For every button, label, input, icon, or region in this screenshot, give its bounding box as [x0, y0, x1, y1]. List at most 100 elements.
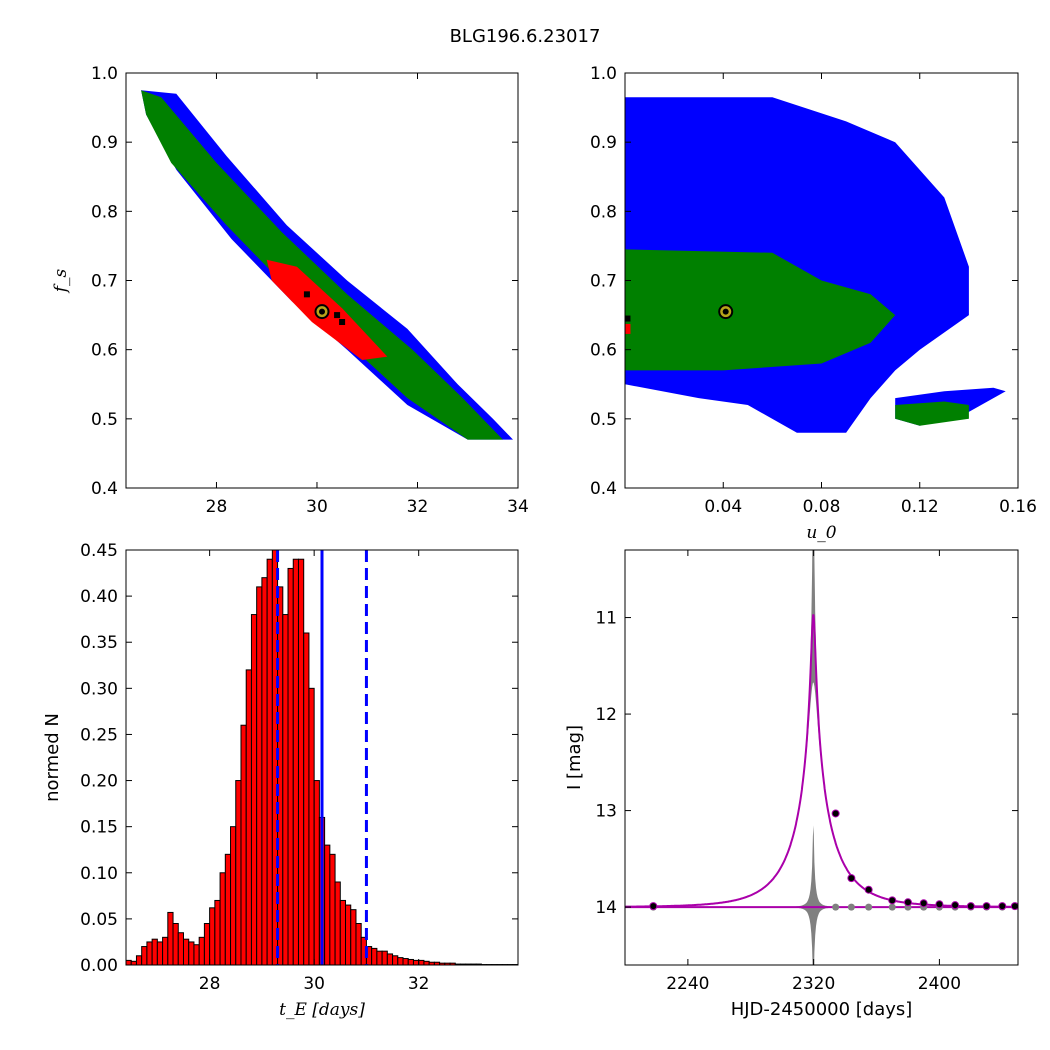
y-tick-label: 0.9 — [91, 133, 118, 153]
data-point — [919, 899, 928, 908]
histogram-bar — [219, 872, 226, 965]
y-tick-label: 0.6 — [91, 341, 118, 361]
histogram-bar — [412, 959, 420, 965]
histogram-body — [126, 550, 518, 965]
histogram-bar — [313, 780, 320, 965]
histogram-bar — [135, 955, 143, 965]
histogram-bar — [235, 780, 242, 965]
y-tick-label: 0.6 — [590, 341, 617, 361]
histogram-bar — [193, 944, 200, 965]
data-point — [903, 898, 912, 907]
x-tick-label: 0.16 — [999, 497, 1037, 517]
residual-point — [888, 903, 896, 911]
histogram-bar — [297, 558, 305, 965]
x-tick-label: 0.08 — [803, 497, 841, 517]
plot-frame — [624, 549, 1019, 966]
y-tick-label: 0.25 — [80, 725, 118, 745]
y-tick-label: 0.7 — [91, 272, 118, 292]
histogram-bar — [172, 923, 179, 965]
black-cell — [339, 319, 346, 325]
y-tick-label: 0.8 — [91, 202, 118, 222]
histogram-bar — [156, 941, 164, 965]
histogram-bar — [146, 941, 153, 965]
figure-title: BLG196.6.23017 — [450, 26, 601, 47]
histogram-bar — [266, 558, 273, 965]
histogram-bar — [292, 558, 299, 965]
histogram-bar — [188, 941, 195, 965]
histogram-bar — [250, 614, 258, 965]
black-cell — [625, 315, 631, 322]
histogram-bar — [345, 904, 352, 965]
histogram-bar — [261, 577, 268, 965]
histogram-bar — [230, 826, 237, 965]
x-tick-label: 2240 — [666, 974, 709, 994]
histogram-bar — [397, 957, 404, 965]
histogram-bar — [308, 687, 315, 965]
y-tick-label: 0.4 — [590, 479, 617, 499]
y-tick-label: 0.30 — [80, 679, 118, 699]
black-cell — [334, 312, 341, 319]
histogram-bar — [324, 844, 331, 965]
histogram-bar — [162, 936, 169, 965]
histogram-bar — [287, 567, 294, 965]
histogram-bar — [256, 586, 263, 965]
data-point — [982, 902, 991, 911]
data-point — [888, 896, 897, 905]
histogram-bar — [240, 724, 247, 965]
region-middle-island — [895, 401, 969, 426]
histogram-bar — [371, 947, 378, 965]
y-tick-label: 0.9 — [590, 133, 617, 153]
x-tick-label: 2320 — [792, 974, 835, 994]
histogram-bar — [350, 909, 357, 965]
data-point — [951, 901, 960, 910]
heatmap-body — [625, 97, 1006, 433]
y-tick-label: 0.05 — [80, 910, 118, 930]
y-axis-label: normed N — [42, 713, 63, 802]
data-point — [847, 874, 856, 883]
data-point — [998, 902, 1007, 911]
lightcurve-body — [625, 550, 1018, 965]
x-tick-label: 30 — [306, 497, 328, 517]
x-axis-label: HJD-2450000 [days] — [731, 999, 913, 1020]
y-tick-label: 0.5 — [91, 410, 118, 430]
x-tick-label: 28 — [206, 497, 228, 517]
histogram-bar — [381, 950, 388, 965]
histogram-bar — [177, 932, 184, 965]
y-tick-label: 0.20 — [80, 772, 118, 792]
x-tick-label: 0.12 — [901, 497, 939, 517]
y-tick-label: 0.10 — [80, 864, 118, 884]
region-middle — [141, 90, 503, 440]
residual-point — [847, 903, 855, 911]
histogram-bar — [386, 953, 394, 965]
histogram-bar — [402, 958, 409, 965]
x-tick-label: 32 — [407, 497, 429, 517]
y-tick-label: 0.8 — [590, 202, 617, 222]
histogram-bar — [334, 881, 341, 965]
x-tick-label: 30 — [303, 974, 325, 994]
panel-u0-vs-fs: 0.04 0.08 0.12 0.16 0.4 0.5 0.6 0.7 0.8 0.9 1.0 u_0 — [590, 64, 1037, 543]
histogram-bar — [214, 899, 221, 965]
data-point — [966, 902, 975, 911]
black-cell — [303, 291, 310, 298]
y-tick-label: 0.4 — [91, 479, 118, 499]
y-tick-label: 0.40 — [80, 587, 118, 607]
data-point — [831, 809, 840, 818]
residual-point — [832, 903, 840, 911]
histogram-bar — [423, 960, 430, 965]
histogram-bar — [355, 923, 362, 965]
y-axis-label: I [mag] — [564, 725, 585, 790]
histogram-bar — [126, 959, 132, 965]
x-tick-label: 34 — [507, 497, 529, 517]
histogram-bar — [376, 950, 383, 965]
data-point — [864, 885, 873, 894]
y-tick-label: 0.5 — [590, 410, 617, 430]
y-tick-label: 0.45 — [80, 541, 118, 561]
x-tick-label: 2400 — [918, 974, 961, 994]
histogram-bar — [198, 936, 205, 965]
y-tick-label: 0.35 — [80, 633, 118, 653]
histogram-bar — [151, 938, 158, 965]
region-outer — [141, 90, 513, 440]
x-axis-label: t_E [days] — [279, 1000, 365, 1020]
histogram-bar — [339, 899, 347, 965]
